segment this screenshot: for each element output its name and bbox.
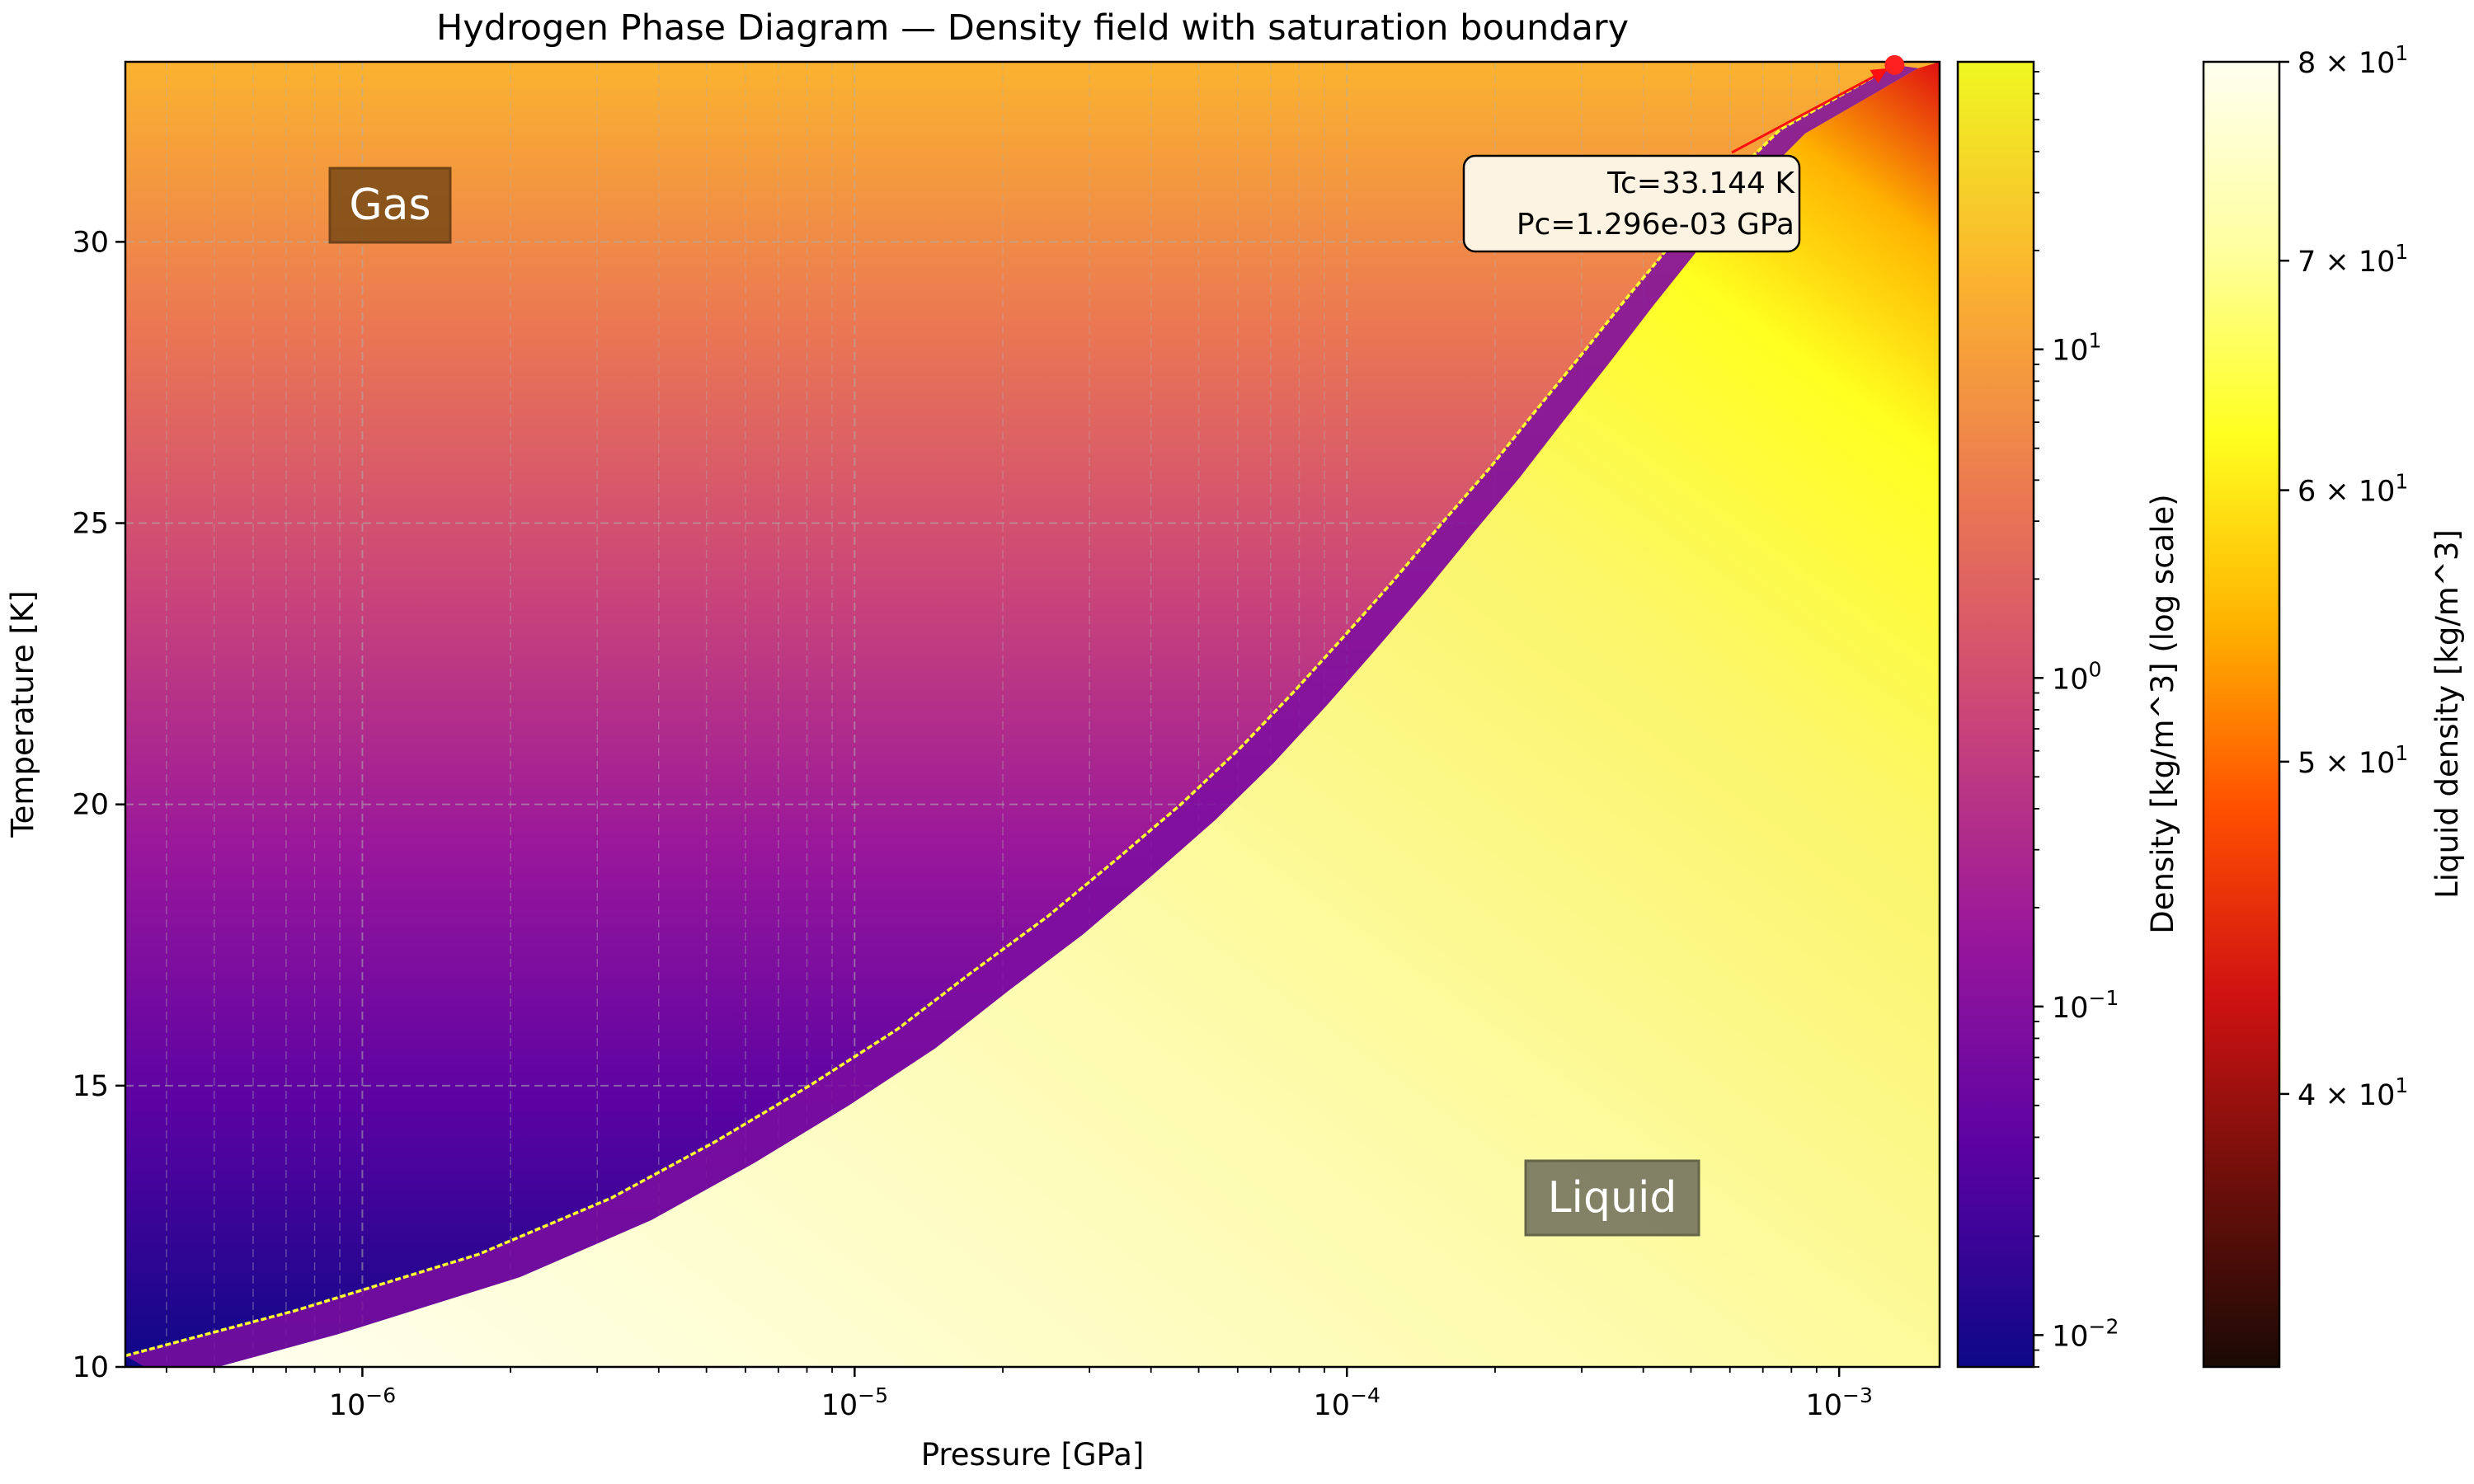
plot-frame xyxy=(124,60,1941,1369)
y-tick-label: 10 xyxy=(72,1351,109,1384)
chart-title: Hydrogen Phase Diagram — Density field w… xyxy=(436,7,1629,49)
y-tick-label: 15 xyxy=(72,1070,109,1103)
x-tick-label: 10−6 xyxy=(329,1383,396,1422)
liquid-colorbar-label: Liquid density [kg/m^3] xyxy=(2429,529,2465,899)
gas-region-label: Gas xyxy=(328,167,452,244)
critical-point-annotation: Tc=33.144 K Pc=1.296e-03 GPa xyxy=(1462,54,1905,253)
arrowhead xyxy=(1870,68,1888,83)
saturation-boundary-line xyxy=(125,63,1896,1358)
density-colorbar-gradient xyxy=(1956,60,2035,1369)
y-tick-label: 30 xyxy=(72,226,109,259)
liquid-density-field xyxy=(125,62,1940,1367)
liquid-colorbar-gradient xyxy=(2202,60,2281,1369)
critical-point-arrow xyxy=(1731,68,1888,154)
colorbar-tick-label: 7 × 101 xyxy=(2298,240,2408,279)
density-colorbar: 10−2 10−1 100 101 Density [kg/m^3] (log sca… xyxy=(1956,60,2180,1369)
density-colorbar-label: Density [kg/m^3] (log scale) xyxy=(2145,494,2180,933)
liquid-label-text: Liquid xyxy=(1548,1173,1677,1223)
x-axis-ticks: 10−6 10−5 10−4 10−3 xyxy=(165,1367,1873,1422)
x-axis-label: Pressure [GPa] xyxy=(921,1437,1145,1472)
colorbar-tick-label: 4 × 101 xyxy=(2298,1073,2408,1112)
liquid-region-label: Liquid xyxy=(1524,1159,1700,1237)
colorbar-tick-label: 5 × 101 xyxy=(2298,741,2408,780)
y-tick-label: 25 xyxy=(72,508,109,541)
liquid-density-colorbar: 4 × 101 5 × 101 6 × 101 7 × 101 8 × 101 Liqu… xyxy=(2202,41,2465,1369)
plot-area xyxy=(125,62,1940,1367)
liquid-colorbar-ticks: 4 × 101 5 × 101 6 × 101 7 × 101 8 × 101 xyxy=(2279,41,2408,1112)
annotation-line-tc: Tc=33.144 K xyxy=(1606,167,1795,200)
x-tick-label: 10−4 xyxy=(1314,1383,1380,1422)
y-axis-ticks: 10 15 20 25 30 xyxy=(72,226,125,1384)
colorbar-tick-label: 10−1 xyxy=(2052,986,2119,1025)
annotation-line-pc: Pc=1.296e-03 GPa xyxy=(1517,208,1794,242)
colorbar-tick-label: 8 × 101 xyxy=(2298,41,2408,80)
x-tick-label: 10−5 xyxy=(821,1383,888,1422)
colorbar-tick-label: 10−2 xyxy=(2052,1314,2119,1353)
density-colorbar-ticks: 10−2 10−1 100 101 xyxy=(2034,71,2119,1368)
colorbar-tick-label: 100 xyxy=(2052,657,2101,696)
colorbar-tick-label: 101 xyxy=(2052,329,2101,368)
colorbar-tick-label: 6 × 101 xyxy=(2298,470,2408,509)
critical-point-marker xyxy=(1884,54,1905,75)
annotation-box xyxy=(1462,154,1801,253)
x-tick-label: 10−3 xyxy=(1805,1383,1872,1422)
y-axis-label: Temperature [K] xyxy=(5,590,40,838)
gas-label-text: Gas xyxy=(349,181,430,230)
y-tick-label: 20 xyxy=(72,789,109,822)
